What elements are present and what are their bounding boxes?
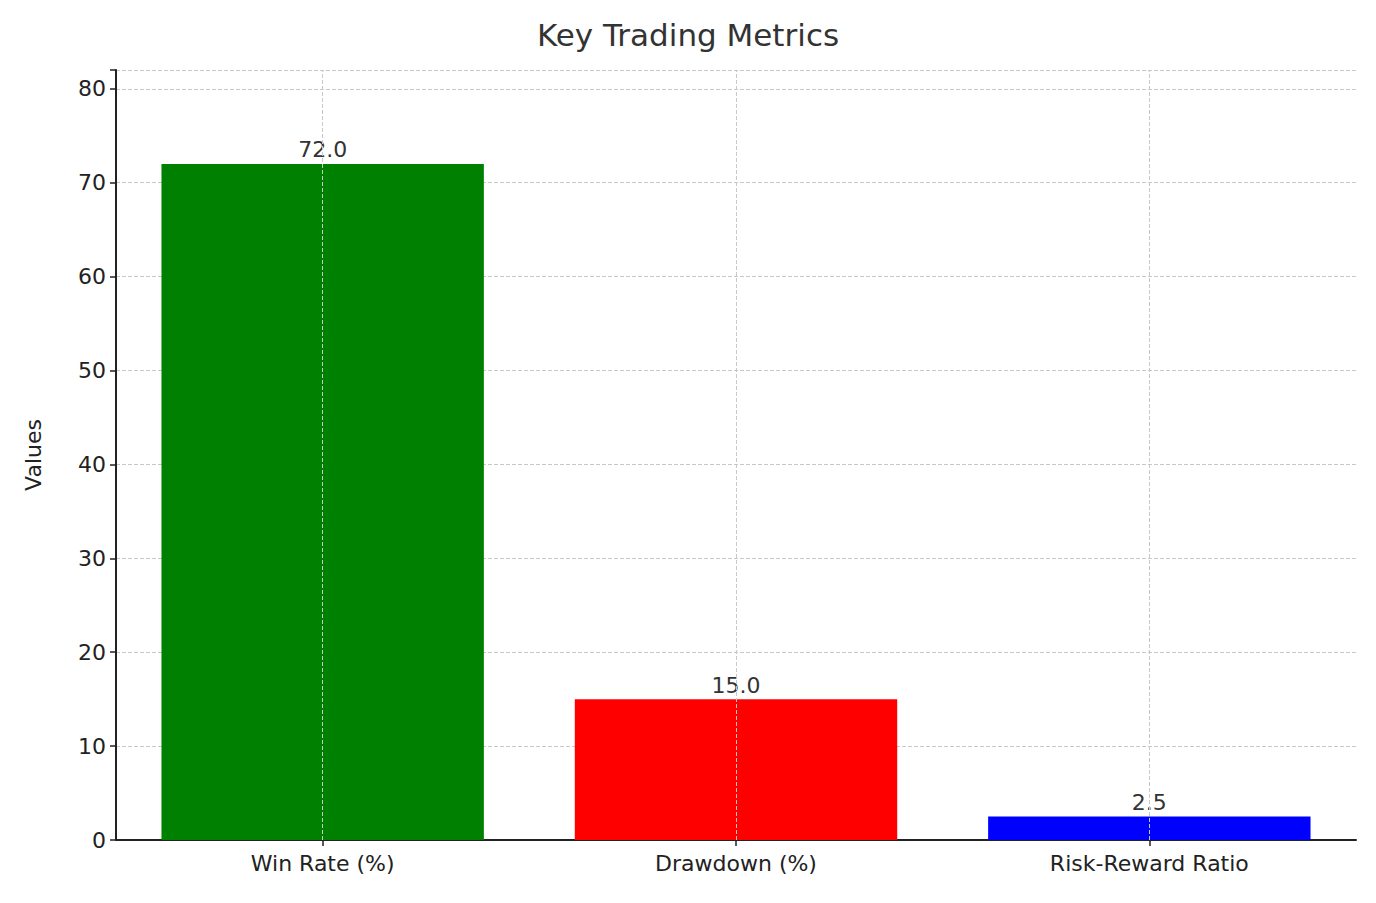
svg-text:Values: Values <box>21 419 46 491</box>
svg-text:Win Rate (%): Win Rate (%) <box>251 851 395 876</box>
svg-text:0: 0 <box>92 828 106 853</box>
svg-text:30: 30 <box>78 546 106 571</box>
svg-text:Risk-Reward Ratio: Risk-Reward Ratio <box>1050 851 1249 876</box>
svg-text:72.0: 72.0 <box>298 137 348 163</box>
svg-text:60: 60 <box>78 264 106 289</box>
svg-text:Drawdown (%): Drawdown (%) <box>655 851 817 876</box>
svg-text:10: 10 <box>78 734 106 759</box>
svg-text:40: 40 <box>78 452 106 477</box>
svg-text:70: 70 <box>78 170 106 195</box>
svg-text:50: 50 <box>78 358 106 383</box>
svg-text:Key Trading Metrics: Key Trading Metrics <box>537 17 839 53</box>
svg-text:2.5: 2.5 <box>1131 790 1167 815</box>
svg-text:80: 80 <box>78 76 106 101</box>
svg-text:20: 20 <box>78 640 106 665</box>
svg-text:15.0: 15.0 <box>711 672 761 698</box>
